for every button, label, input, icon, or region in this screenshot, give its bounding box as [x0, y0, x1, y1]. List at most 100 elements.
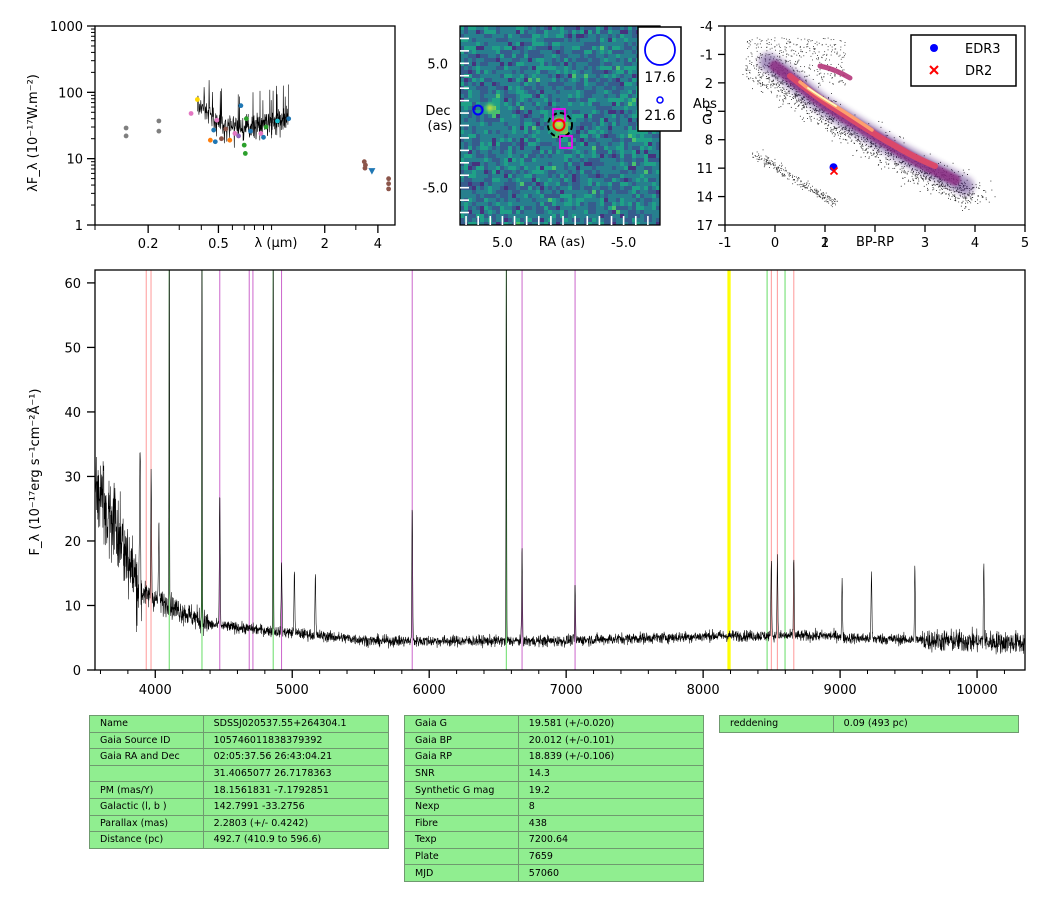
- image-pixel: [564, 26, 569, 31]
- image-pixel: [652, 202, 657, 207]
- image-pixel: [612, 50, 617, 55]
- image-pixel: [572, 62, 577, 67]
- image-pixel: [616, 90, 621, 95]
- hr-dot: [784, 95, 786, 97]
- hr-dot: [827, 73, 829, 75]
- image-pixel: [512, 26, 517, 31]
- image-pixel: [620, 98, 625, 103]
- table-row: Gaia BP 20.012 (+/-0.101): [404, 731, 705, 750]
- image-pixel: [612, 146, 617, 151]
- image-pixel: [600, 190, 605, 195]
- image-pixel: [564, 74, 569, 79]
- image-pixel: [572, 66, 577, 71]
- image-pixel: [468, 178, 473, 183]
- image-pixel: [548, 50, 553, 55]
- hr-dot: [774, 83, 776, 85]
- hr-dot: [895, 163, 897, 165]
- image-pixel: [588, 222, 593, 225]
- image-pixel: [584, 210, 589, 215]
- hr-dot: [817, 57, 819, 59]
- image-pixel: [556, 78, 561, 83]
- hr-dot: [804, 103, 806, 104]
- image-pixel: [572, 114, 577, 119]
- image-pixel: [548, 210, 553, 215]
- hr-dot: [785, 93, 787, 94]
- image-pixel: [520, 90, 525, 95]
- hr-dot: [950, 189, 952, 191]
- image-pixel: [576, 26, 581, 31]
- image-pixel: [460, 190, 465, 195]
- image-pixel: [472, 42, 477, 47]
- image-pixel: [572, 222, 577, 225]
- hr-dot: [887, 163, 889, 165]
- hr-legend: EDR3 DR2: [910, 34, 1017, 87]
- image-pixel: [572, 190, 577, 195]
- image-pixel: [576, 58, 581, 63]
- hr-dot: [791, 99, 792, 100]
- hr-dot: [757, 80, 759, 81]
- hr-dot: [851, 135, 853, 137]
- image-pixel: [552, 182, 557, 187]
- image-pixel: [496, 146, 501, 151]
- image-pixel: [600, 150, 605, 155]
- image-pixel: [484, 166, 489, 171]
- hr-ytick-label: 5: [705, 105, 713, 120]
- image-pixel: [496, 194, 501, 199]
- image-pixel: [612, 26, 617, 31]
- image-pixel: [616, 110, 621, 115]
- hr-wd-dot: [822, 197, 824, 199]
- image-pixel: [516, 166, 521, 171]
- image-pixel: [532, 154, 537, 159]
- image-pixel: [564, 186, 569, 191]
- image-pixel: [516, 62, 521, 67]
- image-pixel: [492, 86, 497, 91]
- image-pixel: [620, 162, 625, 167]
- hr-dot: [784, 46, 786, 48]
- image-pixel: [612, 174, 617, 179]
- image-pixel: [496, 210, 501, 215]
- image-pixel: [632, 162, 637, 167]
- image-pixel: [584, 170, 589, 175]
- image-pixel: [616, 46, 621, 51]
- hr-dot: [958, 201, 960, 203]
- hr-wd-dot: [796, 180, 798, 182]
- image-pixel: [472, 38, 477, 43]
- image-pixel: [608, 198, 613, 203]
- image-pixel: [556, 106, 561, 111]
- image-pixel: [636, 202, 641, 207]
- hr-dot: [971, 199, 973, 201]
- sed-xlabel: λ (μm): [255, 236, 298, 251]
- image-pixel: [548, 158, 553, 163]
- image-pixel: [524, 26, 529, 31]
- image-pixel: [496, 190, 501, 195]
- image-pixel: [504, 174, 509, 179]
- image-pixel: [500, 122, 505, 127]
- hr-dot: [757, 43, 759, 45]
- hr-dot: [786, 43, 788, 45]
- image-pixel: [532, 138, 537, 143]
- hr-dot: [952, 162, 954, 164]
- hr-dot: [856, 149, 858, 151]
- image-pixel: [560, 66, 565, 71]
- image-pixel: [468, 78, 473, 83]
- image-pixel: [604, 210, 609, 215]
- sed-ytick-label: 10: [66, 153, 83, 168]
- hr-wd-dot: [806, 182, 808, 184]
- image-pixel: [496, 110, 501, 115]
- hr-dot: [821, 44, 823, 46]
- image-pixel: [644, 182, 649, 187]
- image-pixel: [496, 162, 501, 167]
- hr-dot: [811, 110, 813, 112]
- image-pixel: [580, 122, 585, 127]
- image-pixel: [472, 46, 477, 51]
- hr-dot: [760, 77, 762, 79]
- image-pixel: [560, 90, 565, 95]
- hr-dot: [835, 128, 836, 129]
- image-pixel: [484, 214, 489, 219]
- hr-dot: [867, 147, 869, 149]
- hr-wd-dot: [831, 201, 833, 202]
- image-pixel: [552, 98, 557, 103]
- image-pixel: [652, 178, 657, 183]
- image-pixel: [540, 134, 545, 139]
- image-pixel: [476, 162, 481, 167]
